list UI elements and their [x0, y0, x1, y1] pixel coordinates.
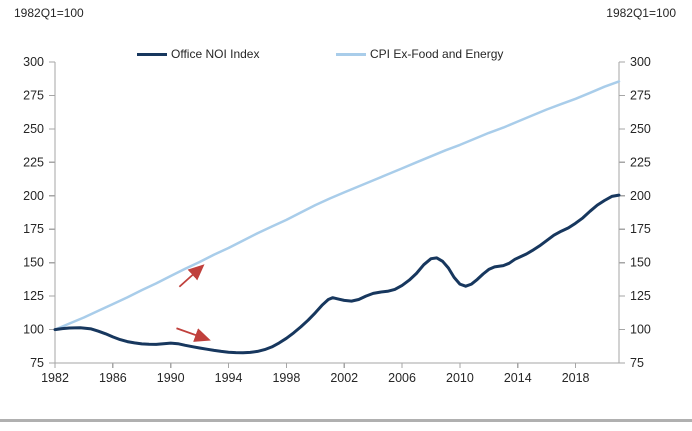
svg-text:1998: 1998 — [272, 371, 300, 385]
axis-unit-label-left: 1982Q1=100 — [14, 6, 84, 20]
legend-label-cpi: CPI Ex-Food and Energy — [370, 47, 504, 61]
svg-text:2006: 2006 — [388, 371, 416, 385]
svg-text:200: 200 — [23, 189, 44, 203]
svg-text:1986: 1986 — [99, 371, 127, 385]
office-noi-line-swatch — [137, 52, 167, 56]
svg-text:100: 100 — [630, 323, 651, 337]
svg-text:75: 75 — [630, 356, 644, 370]
axis-unit-label-right: 1982Q1=100 — [606, 6, 676, 20]
svg-text:100: 100 — [23, 323, 44, 337]
svg-text:300: 300 — [23, 55, 44, 69]
legend-label-office-noi: Office NOI Index — [171, 47, 260, 61]
cpi-line-swatch — [336, 52, 366, 56]
bottom-divider-line — [0, 419, 692, 422]
svg-text:200: 200 — [630, 189, 651, 203]
svg-text:2010: 2010 — [446, 371, 474, 385]
svg-text:225: 225 — [630, 155, 651, 169]
svg-text:125: 125 — [630, 289, 651, 303]
svg-text:225: 225 — [23, 155, 44, 169]
svg-text:1982: 1982 — [41, 371, 69, 385]
svg-text:125: 125 — [23, 289, 44, 303]
svg-text:275: 275 — [23, 88, 44, 102]
legend-item-cpi: CPI Ex-Food and Energy — [336, 46, 503, 62]
svg-text:2002: 2002 — [330, 371, 358, 385]
svg-text:175: 175 — [630, 222, 651, 236]
svg-text:2018: 2018 — [562, 371, 590, 385]
svg-text:250: 250 — [630, 122, 651, 136]
legend-item-office-noi: Office NOI Index — [137, 46, 259, 62]
svg-text:1994: 1994 — [215, 371, 243, 385]
svg-text:150: 150 — [630, 256, 651, 270]
svg-text:300: 300 — [630, 55, 651, 69]
svg-text:1990: 1990 — [157, 371, 185, 385]
svg-text:150: 150 — [23, 256, 44, 270]
svg-text:2014: 2014 — [504, 371, 532, 385]
svg-text:175: 175 — [23, 222, 44, 236]
svg-text:275: 275 — [630, 88, 651, 102]
chart-legend: Office NOI Index CPI Ex-Food and Energy — [0, 46, 692, 62]
svg-text:250: 250 — [23, 122, 44, 136]
svg-text:75: 75 — [30, 356, 44, 370]
